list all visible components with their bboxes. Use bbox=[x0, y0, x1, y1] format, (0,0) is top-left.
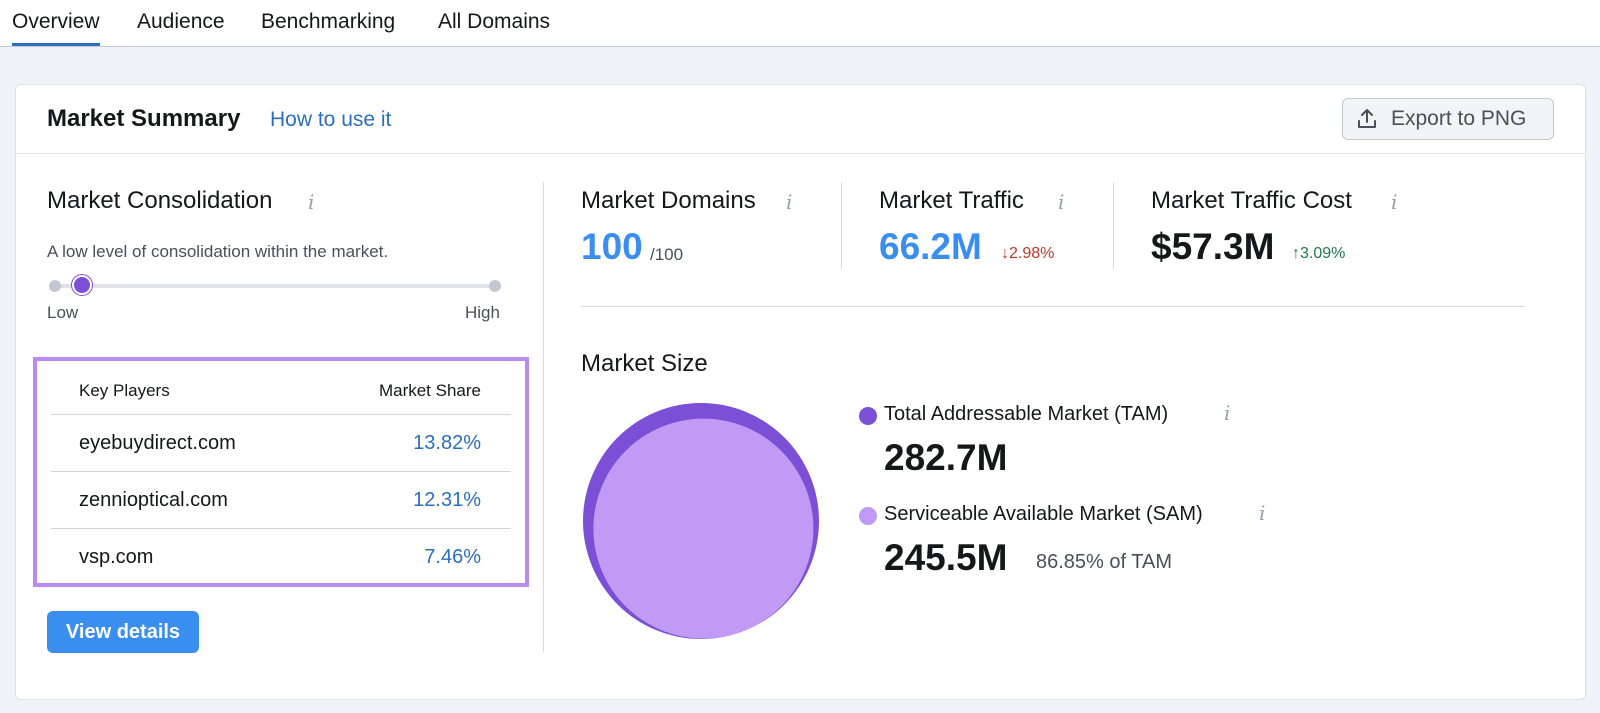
sam-circle bbox=[593, 418, 814, 639]
tab-benchmarking[interactable]: Benchmarking bbox=[261, 10, 396, 33]
market-summary-card: Market Summary How to use it Export to P… bbox=[15, 84, 1586, 700]
table-row: eyebuydirect.com 13.82% bbox=[51, 415, 511, 472]
card-title: Market Summary bbox=[47, 105, 241, 132]
column-divider bbox=[543, 182, 544, 652]
metric-divider bbox=[841, 182, 842, 269]
tab-bar: Overview Audience Benchmarking All Domai… bbox=[0, 0, 1600, 47]
sam-value: 245.5M bbox=[884, 537, 1008, 578]
consolidation-description: A low level of consolidation within the … bbox=[47, 242, 389, 261]
consolidation-slider-thumb bbox=[72, 275, 93, 295]
metric-divider bbox=[1113, 182, 1114, 269]
market-size-chart bbox=[583, 403, 819, 639]
market-traffic-cost-value: $57.3M bbox=[1151, 226, 1275, 267]
sam-info-icon[interactable]: i bbox=[1259, 501, 1266, 525]
tam-label: Total Addressable Market (TAM) bbox=[884, 403, 1169, 425]
market-traffic-value: 66.2M bbox=[879, 226, 982, 267]
market-size-title: Market Size bbox=[581, 350, 708, 377]
tab-audience[interactable]: Audience bbox=[137, 10, 225, 33]
market-domains-title: Market Domains bbox=[581, 187, 756, 214]
player-share[interactable]: 7.46% bbox=[424, 546, 481, 568]
market-traffic-cost-info-icon[interactable]: i bbox=[1391, 190, 1398, 214]
slider-high-label: High bbox=[465, 303, 500, 322]
sam-percent-of-tam: 86.85% of TAM bbox=[1036, 551, 1172, 573]
consolidation-title: Market Consolidation bbox=[47, 187, 273, 214]
sam-legend-dot bbox=[859, 507, 877, 525]
tab-overview[interactable]: Overview bbox=[12, 10, 100, 46]
player-domain: vsp.com bbox=[79, 546, 154, 568]
market-traffic-cost-title: Market Traffic Cost bbox=[1151, 187, 1352, 214]
player-share[interactable]: 12.31% bbox=[413, 489, 481, 511]
consolidation-info-icon[interactable]: i bbox=[308, 190, 315, 214]
tab-all-domains[interactable]: All Domains bbox=[438, 10, 551, 33]
col-key-players: Key Players bbox=[79, 381, 170, 400]
market-traffic-delta: ↓2.98% bbox=[1001, 245, 1055, 262]
tam-value: 282.7M bbox=[884, 437, 1008, 478]
slider-low-dot bbox=[49, 280, 61, 292]
tam-legend-dot bbox=[859, 407, 877, 425]
tam-info-icon[interactable]: i bbox=[1224, 401, 1231, 425]
market-traffic-cost-delta: ↑3.09% bbox=[1292, 245, 1346, 262]
key-players-header: Key Players Market Share bbox=[51, 361, 511, 415]
player-domain: zennioptical.com bbox=[79, 489, 228, 511]
market-domains-value[interactable]: 100 bbox=[581, 226, 643, 267]
slider-low-label: Low bbox=[47, 303, 79, 322]
player-share[interactable]: 13.82% bbox=[413, 432, 481, 454]
market-traffic-info-icon[interactable]: i bbox=[1058, 190, 1065, 214]
sam-label: Serviceable Available Market (SAM) bbox=[884, 503, 1203, 525]
consolidation-slider-track bbox=[56, 284, 496, 288]
table-row: zennioptical.com 12.31% bbox=[51, 472, 511, 529]
col-market-share: Market Share bbox=[378, 381, 481, 400]
upload-icon bbox=[1358, 109, 1376, 128]
market-domains-total: /100 bbox=[650, 245, 684, 264]
export-label: Export to PNG bbox=[1391, 107, 1527, 130]
card-header: Market Summary How to use it Export to P… bbox=[16, 85, 1585, 154]
market-traffic-title: Market Traffic bbox=[879, 187, 1024, 214]
market-domains-info-icon[interactable]: i bbox=[786, 190, 793, 214]
slider-high-dot bbox=[489, 280, 501, 292]
player-domain: eyebuydirect.com bbox=[79, 432, 236, 454]
table-row: vsp.com 7.46% bbox=[51, 529, 511, 586]
key-players-table: Key Players Market Share eyebuydirect.co… bbox=[33, 357, 529, 587]
view-details-button[interactable]: View details bbox=[47, 611, 199, 653]
how-to-use-link[interactable]: How to use it bbox=[270, 108, 392, 131]
export-png-button[interactable]: Export to PNG bbox=[1342, 98, 1554, 140]
metrics-divider bbox=[581, 306, 1525, 307]
